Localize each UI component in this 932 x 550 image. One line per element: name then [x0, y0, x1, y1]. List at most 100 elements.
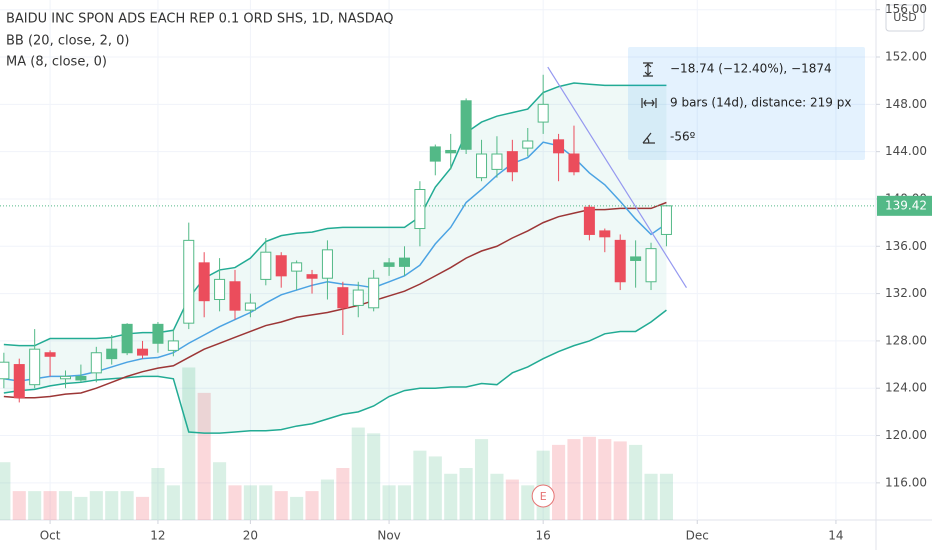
volume-bar [505, 479, 519, 520]
candle-body [537, 103, 549, 123]
volume-bar [135, 496, 150, 520]
currency-box[interactable] [885, 4, 925, 32]
bb-upper [3, 82, 667, 347]
currency[interactable]: USD [893, 11, 917, 24]
x-tick-label: 16 [536, 529, 551, 543]
volume-bar [0, 462, 11, 520]
y-tick-label: 152.00 [885, 50, 927, 64]
volume-bar [182, 367, 196, 520]
volume-bar [166, 485, 180, 520]
y-tick-label: 124.00 [885, 381, 927, 395]
volume-bar [598, 439, 612, 520]
candle-body [522, 140, 534, 149]
volume-bar [197, 392, 211, 520]
volume-bar [582, 436, 596, 520]
x-tick-label: 14 [828, 529, 843, 543]
candle-body [152, 323, 164, 344]
earnings-badge [531, 484, 555, 508]
volume-bar [305, 491, 319, 520]
candle-body [183, 239, 195, 324]
candle-body [660, 205, 672, 235]
candle-body [398, 257, 410, 267]
measure-price: −18.74 (−12.40%), −1874 [670, 62, 832, 76]
volume-bar [58, 491, 73, 520]
trend-line [547, 66, 687, 288]
x-tick-label: 12 [150, 529, 165, 543]
candle-body [229, 281, 241, 311]
candle-body [445, 149, 457, 154]
measure-angle: -56º [670, 130, 696, 144]
volume-bar [259, 485, 273, 520]
candle-body [121, 323, 133, 354]
candle-body [167, 340, 179, 351]
volume-bar [459, 468, 473, 520]
candle-body [506, 151, 518, 173]
y-tick-label: 116.00 [885, 475, 927, 489]
candle-body [630, 256, 642, 261]
volume-bar [290, 496, 304, 520]
measure-box [628, 47, 865, 160]
candle-body [90, 352, 102, 374]
candle-body [414, 188, 426, 230]
volume-bar [28, 491, 42, 520]
candle-body [337, 287, 349, 309]
volume-bar [89, 491, 103, 520]
measure-icons [641, 62, 657, 144]
candle-body [29, 348, 41, 386]
candle-body [198, 262, 210, 302]
volume-bar [213, 462, 227, 520]
volume-bar [567, 439, 581, 520]
candle-body [59, 375, 71, 380]
x-tick-label: Oct [40, 529, 61, 543]
candle-body [460, 100, 472, 150]
volume-bar [629, 444, 643, 520]
y-tick-label: 120.00 [885, 428, 927, 442]
volume-bar [74, 496, 88, 520]
x-tick-label: Dec [686, 529, 709, 543]
candle-body [368, 277, 380, 309]
chart-title: BAIDU INC SPON ADS EACH REP 0.1 ORD SHS,… [6, 12, 393, 27]
candle-body [568, 153, 580, 173]
measure-bars: 9 bars (14d), distance: 219 px [670, 96, 851, 110]
indicator-label: MA (8, close, 0) [6, 55, 107, 70]
candle-body [260, 251, 272, 280]
volume-bar [428, 456, 442, 520]
candle-body [13, 364, 25, 399]
candle-body [137, 348, 149, 356]
volume-bar [12, 491, 26, 520]
volume-bar [474, 439, 489, 520]
candle-body [476, 153, 488, 179]
candle-body [583, 206, 595, 235]
candle-body [614, 239, 626, 283]
volume-bar [351, 427, 365, 520]
x-tick-label: Nov [377, 529, 400, 543]
y-tick-label: 148.00 [885, 97, 927, 111]
y-tick-label: 128.00 [885, 333, 927, 347]
volume-bar [336, 468, 350, 520]
volume-bar [413, 450, 427, 520]
candle-body [106, 348, 118, 360]
volume-bar [521, 485, 535, 520]
candle-body [75, 375, 87, 381]
x-tick-label: 20 [243, 529, 258, 543]
y-tick-label: 144.00 [885, 144, 927, 158]
volume-bar [659, 473, 673, 520]
earnings-label: E [540, 490, 547, 503]
indicator-label: BB (20, close, 2, 0) [6, 34, 129, 49]
last-price-label: 139.42 [885, 198, 927, 212]
candle-body [383, 262, 395, 267]
candle-body [244, 302, 256, 311]
last-price-box [877, 195, 932, 216]
volume-bar [644, 473, 658, 520]
y-tick-label: 136.00 [885, 239, 927, 253]
volume-bar [43, 491, 57, 520]
candle-body [306, 274, 318, 279]
candle-body [0, 361, 10, 380]
candle-body [553, 139, 565, 154]
candle-body [291, 262, 303, 272]
volume-bar [490, 473, 504, 520]
candle-body [599, 230, 611, 238]
volume-bar [444, 473, 458, 520]
